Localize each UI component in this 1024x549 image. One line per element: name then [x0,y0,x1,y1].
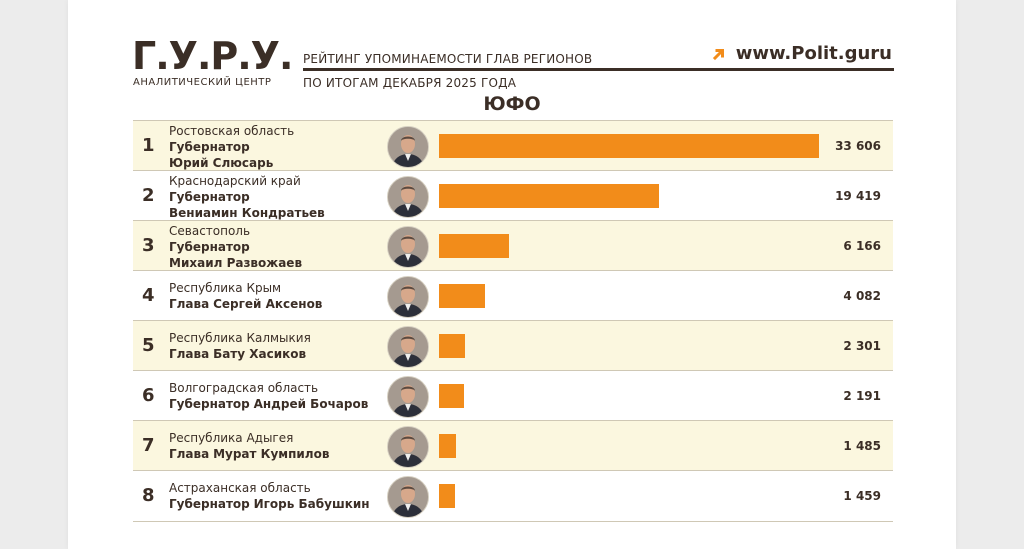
row-label: Республика Адыгея Глава Мурат Кумпилов [169,430,329,462]
header-divider [303,68,894,71]
position-title: Глава [169,347,210,361]
value-label: 6 166 [843,239,881,253]
rank-number: 3 [142,235,155,256]
value-bar [439,284,486,308]
table-row: 7 Республика Адыгея Глава Мурат Кумпилов 1 … [133,420,893,471]
region-name: Астраханская область [169,481,311,495]
table-row: 2 Краснодарский край Губернатор Вениамин Ко… [133,170,893,221]
guru-logo: Г.У.Р.У. [132,34,293,78]
value-bar [439,184,659,208]
position-title: Губернатор [169,140,250,154]
rank-number: 1 [142,135,155,156]
region-name: Республика Калмыкия [169,331,311,345]
position-title: Глава [169,447,210,461]
value-label: 4 082 [843,289,881,303]
table-row: 3 Севастополь Губернатор Михаил Развожаев 6 … [133,220,893,271]
person-name: Андрей Бочаров [253,397,369,411]
region-name: Ростовская область [169,124,295,138]
value-bar [439,234,509,258]
arrow-up-right-icon [712,48,724,60]
table-row: 1 Ростовская область Губернатор Юрий Слюсар… [133,120,893,171]
row-label: Севастополь Губернатор Михаил Развожаев [169,223,302,271]
value-label: 1 485 [843,439,881,453]
value-label: 19 419 [835,189,881,203]
value-bar [439,134,819,158]
site-url[interactable]: www.Polit.guru [735,43,892,64]
row-label: Краснодарский край Губернатор Вениамин Кон… [169,173,325,221]
position-title: Губернатор [169,190,250,204]
avatar [387,176,429,218]
region-name: Волгоградская область [169,381,319,395]
value-label: 2 301 [843,339,881,353]
avatar [387,476,429,518]
site-link[interactable]: www.Polit.guru [712,43,892,64]
value-bar [439,334,466,358]
row-label: Республика Калмыкия Глава Бату Хасиков [169,330,311,362]
row-label: Республика Крым Глава Сергей Аксенов [169,280,322,312]
avatar [387,126,429,168]
row-label: Астраханская область Губернатор Игорь Баб… [169,480,370,512]
person-name: Вениамин Кондратьев [169,206,325,220]
logo-subtitle: АНАЛИТИЧЕСКИЙ ЦЕНТР [133,77,272,88]
value-label: 2 191 [843,389,881,403]
report-title-line1: РЕЙТИНГ УПОМИНАЕМОСТИ ГЛАВ РЕГИОНОВ [303,52,593,66]
position-title: Глава [169,297,210,311]
value-label: 1 459 [843,489,881,503]
position-title: Губернатор [169,397,250,411]
person-name: Юрий Слюсарь [169,156,274,170]
value-bar [439,484,456,508]
person-name: Игорь Бабушкин [253,497,370,511]
avatar [387,326,429,368]
row-label: Волгоградская область Губернатор Андрей Б… [169,380,368,412]
report-title: РЕЙТИНГ УПОМИНАЕМОСТИ ГЛАВ РЕГИОНОВ ПО И… [303,41,592,89]
rank-number: 5 [142,335,155,356]
table-row: 5 Республика Калмыкия Глава Бату Хасиков 2 … [133,320,893,371]
table-row: 8 Астраханская область Губернатор Игорь Ба… [133,470,893,522]
region-name: Краснодарский край [169,174,301,188]
table-row: 4 Республика Крым Глава Сергей Аксенов 4 08… [133,270,893,321]
rank-number: 4 [142,285,155,306]
region-title: ЮФО [483,93,541,115]
avatar [387,276,429,318]
region-name: Республика Адыгея [169,431,294,445]
row-label: Ростовская область Губернатор Юрий Слюсарь [169,123,294,171]
value-label: 33 606 [835,139,881,153]
person-name: Мурат Кумпилов [213,447,330,461]
report-title-line2: ПО ИТОГАМ ДЕКАБРЯ 2025 ГОДА [303,76,517,90]
person-name: Михаил Развожаев [169,256,303,270]
value-bar [439,384,464,408]
person-name: Сергей Аксенов [213,297,323,311]
region-name: Севастополь [169,224,251,238]
position-title: Губернатор [169,497,250,511]
rank-number: 6 [142,385,155,406]
avatar [387,226,429,268]
region-name: Республика Крым [169,281,282,295]
table-row: 6 Волгоградская область Губернатор Андрей … [133,370,893,421]
rank-number: 7 [142,435,155,456]
avatar [387,426,429,468]
person-name: Бату Хасиков [213,347,307,361]
rank-number: 2 [142,185,155,206]
position-title: Губернатор [169,240,250,254]
rank-number: 8 [142,485,155,506]
value-bar [439,434,456,458]
avatar [387,376,429,418]
